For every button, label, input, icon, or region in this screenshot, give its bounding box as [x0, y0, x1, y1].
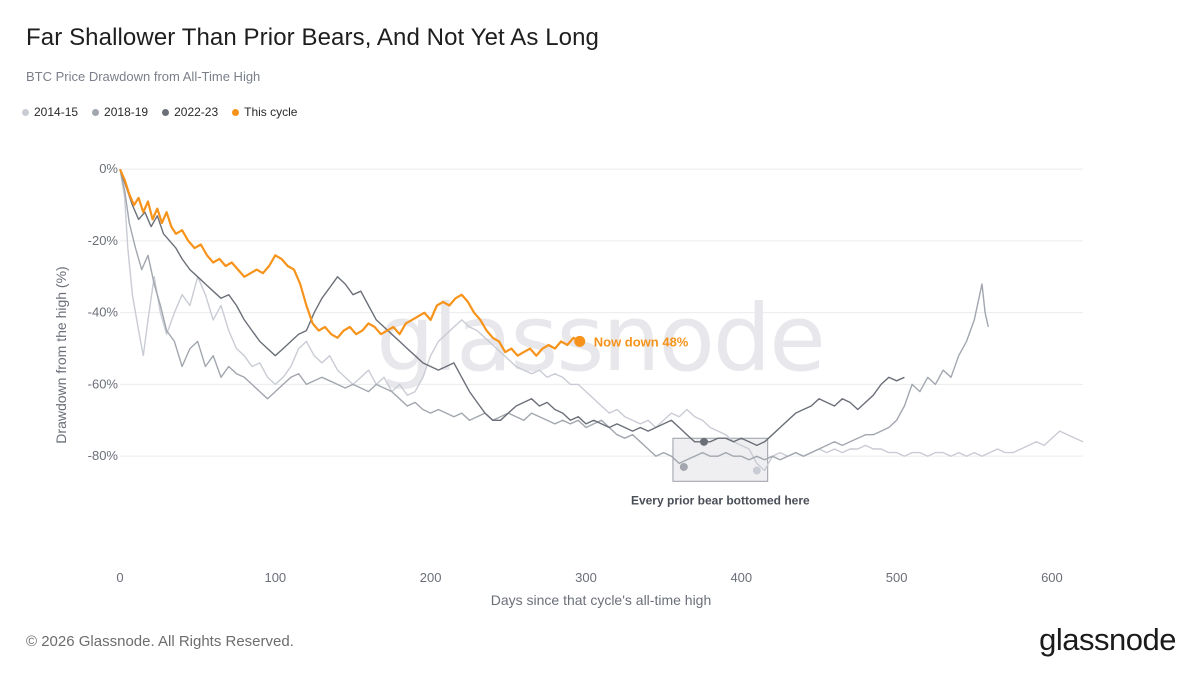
- legend-item-2014-15[interactable]: 2014-15: [22, 105, 78, 119]
- legend-label-2014-15: 2014-15: [34, 105, 79, 119]
- bottom-marker-2022-23: [700, 437, 709, 446]
- series-layer: [118, 168, 1084, 472]
- chart-title: Far Shallower Than Prior Bears, And Not …: [26, 24, 599, 51]
- now-label: Now down 48%: [594, 334, 689, 349]
- x-tick-label: 300: [575, 570, 597, 585]
- bottom-zone-label: Every prior bear bottomed here: [631, 493, 810, 507]
- x-tick-label: 200: [420, 570, 442, 585]
- series-line-2022-23: [119, 168, 905, 447]
- x-tick-label: 500: [886, 570, 908, 585]
- annotation-layer: Every prior bear bottomed here: [631, 437, 810, 507]
- y-axis-title: Drawdown from the high (%): [53, 266, 69, 443]
- now-marker: [574, 335, 586, 347]
- x-tick-label: 400: [730, 570, 752, 585]
- y-tick-label: 0%: [99, 161, 118, 176]
- legend-label-2022-23: 2022-23: [174, 105, 219, 119]
- chart-subtitle: BTC Price Drawdown from All-Time High: [26, 69, 261, 84]
- y-tick-label: -20%: [88, 233, 119, 248]
- chart-legend: 2014-15 2018-19 2022-23 This cycle: [22, 105, 297, 119]
- y-tick-label: -60%: [88, 376, 119, 391]
- x-tick-label: 600: [1041, 570, 1063, 585]
- y-tick-label: -80%: [88, 448, 119, 463]
- drawdown-chart: glassnode Every prior bear bottomed here…: [53, 161, 1084, 608]
- bottom-zone-box: [672, 437, 769, 482]
- y-tick-label: -40%: [88, 305, 119, 320]
- series-line-this-cycle: [118, 168, 581, 357]
- bottom-marker-2014-15: [752, 466, 761, 475]
- x-tick-label: 100: [264, 570, 286, 585]
- legend-label-this-cycle: This cycle: [244, 105, 298, 119]
- legend-swatch-this-cycle: [232, 108, 240, 116]
- legend-swatch-2022-23: [162, 108, 170, 116]
- series-line-2018-19: [119, 169, 989, 465]
- series-line-2014-15: [119, 169, 1084, 472]
- legend-item-this-cycle[interactable]: This cycle: [232, 105, 297, 119]
- brand-logo[interactable]: glassnode: [1039, 622, 1176, 657]
- legend-item-2018-19[interactable]: 2018-19: [92, 105, 148, 119]
- legend-swatch-2014-15: [22, 108, 29, 116]
- legend-swatch-2018-19: [92, 108, 100, 116]
- footer-copyright: © 2026 Glassnode. All Rights Reserved.: [26, 633, 294, 650]
- tick-layer: 0% -20% -40% -60% -80% 0 100 200 300 400 500 600: [88, 161, 1063, 585]
- legend-item-2022-23[interactable]: 2022-23: [162, 105, 218, 119]
- bottom-marker-2018-19: [679, 462, 688, 471]
- grid-layer: [120, 168, 1083, 457]
- marker-layer: Now down 48%: [574, 334, 761, 475]
- x-tick-label: 0: [116, 570, 123, 585]
- legend-label-2018-19: 2018-19: [104, 105, 149, 119]
- x-axis-title: Days since that cycle's all-time high: [491, 592, 712, 608]
